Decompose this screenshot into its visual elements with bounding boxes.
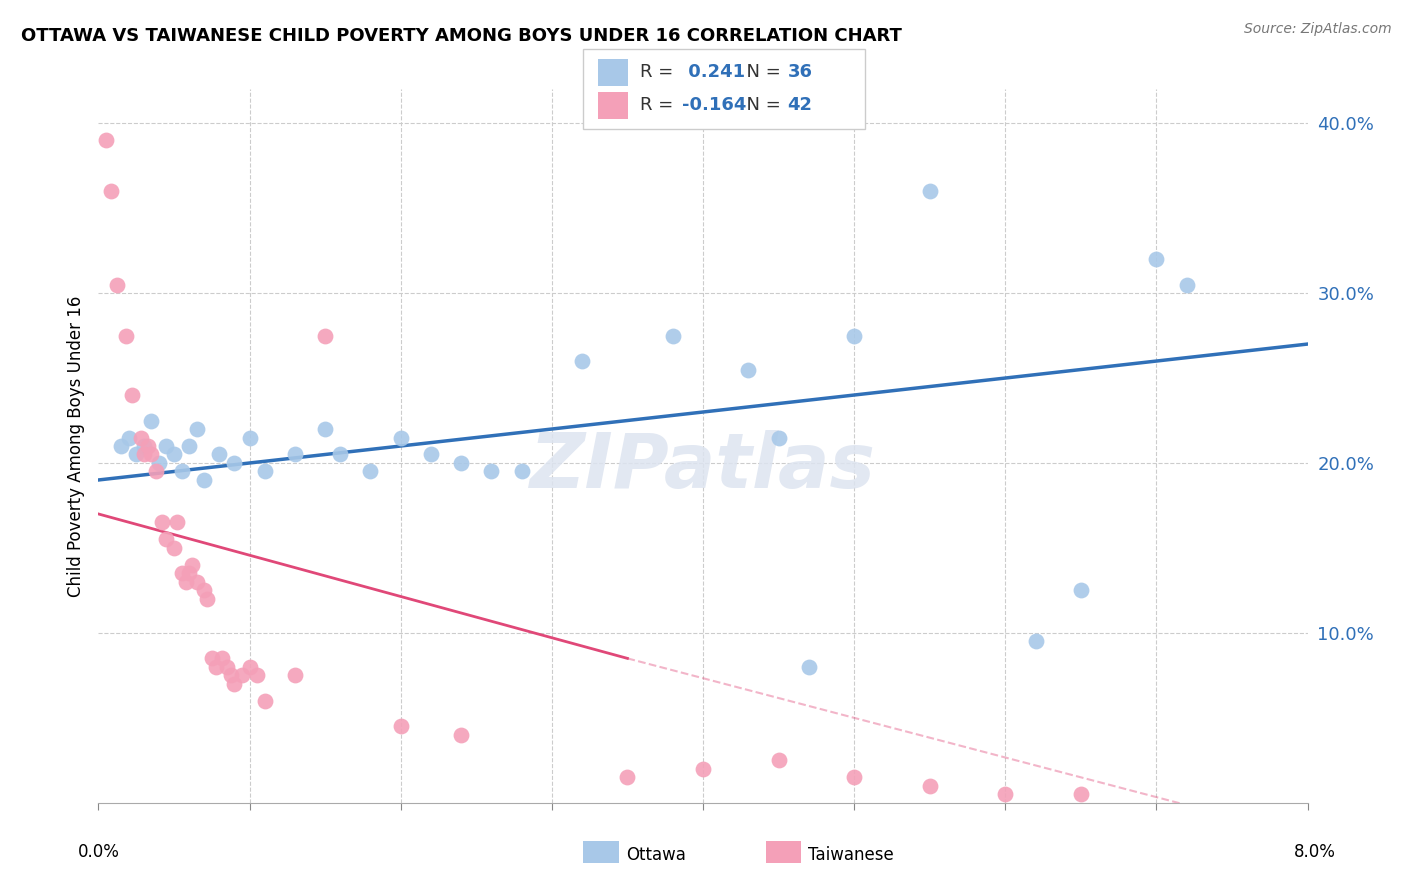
Point bbox=[110, 439, 132, 453]
Point bbox=[121, 388, 143, 402]
Point bbox=[314, 422, 336, 436]
Point bbox=[170, 566, 193, 581]
Text: -0.164: -0.164 bbox=[682, 96, 747, 114]
Y-axis label: Child Poverty Among Boys Under 16: Child Poverty Among Boys Under 16 bbox=[66, 295, 84, 597]
Point bbox=[118, 430, 141, 444]
Point bbox=[100, 184, 122, 198]
Text: OTTAWA VS TAIWANESE CHILD POVERTY AMONG BOYS UNDER 16 CORRELATION CHART: OTTAWA VS TAIWANESE CHILD POVERTY AMONG … bbox=[21, 27, 903, 45]
Point bbox=[481, 465, 503, 479]
Point bbox=[105, 277, 128, 292]
Point bbox=[231, 668, 253, 682]
Point bbox=[571, 354, 593, 368]
Point bbox=[179, 566, 201, 581]
Point bbox=[163, 541, 186, 555]
Point bbox=[1146, 252, 1168, 266]
Point bbox=[170, 465, 193, 479]
Point bbox=[389, 430, 412, 444]
Point bbox=[918, 184, 941, 198]
Point bbox=[360, 465, 382, 479]
Text: Source: ZipAtlas.com: Source: ZipAtlas.com bbox=[1244, 22, 1392, 37]
Point bbox=[510, 465, 533, 479]
Text: R =: R = bbox=[640, 63, 679, 81]
Text: ZIPatlas: ZIPatlas bbox=[530, 431, 876, 504]
Point bbox=[132, 439, 155, 453]
Point bbox=[692, 762, 714, 776]
Point bbox=[1175, 277, 1198, 292]
Text: N =: N = bbox=[735, 63, 787, 81]
Point bbox=[141, 413, 163, 427]
Point bbox=[129, 430, 152, 444]
Text: N =: N = bbox=[735, 96, 787, 114]
Point bbox=[174, 574, 197, 589]
Point bbox=[186, 422, 208, 436]
Point bbox=[246, 668, 269, 682]
Point bbox=[211, 651, 233, 665]
Point bbox=[797, 660, 820, 674]
Point bbox=[1024, 634, 1046, 648]
Point bbox=[145, 465, 167, 479]
Point bbox=[224, 677, 246, 691]
Point bbox=[132, 448, 155, 462]
Point bbox=[314, 328, 336, 343]
Point bbox=[163, 448, 186, 462]
Point bbox=[284, 448, 307, 462]
Text: R =: R = bbox=[640, 96, 679, 114]
Point bbox=[1070, 583, 1092, 598]
Point bbox=[94, 133, 117, 147]
Point bbox=[450, 728, 472, 742]
Text: 42: 42 bbox=[787, 96, 813, 114]
Text: Ottawa: Ottawa bbox=[626, 846, 686, 863]
Point bbox=[201, 651, 224, 665]
Point bbox=[239, 660, 262, 674]
Point bbox=[616, 770, 638, 784]
Text: 8.0%: 8.0% bbox=[1294, 843, 1336, 861]
Point bbox=[148, 456, 170, 470]
Point bbox=[150, 516, 173, 530]
Point bbox=[195, 591, 218, 606]
Point bbox=[136, 439, 159, 453]
Point bbox=[193, 473, 215, 487]
Point bbox=[125, 448, 148, 462]
Point bbox=[221, 668, 243, 682]
Point bbox=[205, 660, 228, 674]
Point bbox=[420, 448, 443, 462]
Point bbox=[768, 430, 790, 444]
Point bbox=[181, 558, 204, 572]
Point bbox=[155, 533, 177, 547]
Point bbox=[844, 770, 866, 784]
Point bbox=[186, 574, 208, 589]
Point bbox=[918, 779, 941, 793]
Point bbox=[193, 583, 215, 598]
Point bbox=[141, 448, 163, 462]
Point bbox=[737, 362, 759, 376]
Point bbox=[994, 787, 1017, 801]
Point bbox=[208, 448, 231, 462]
Point bbox=[114, 328, 136, 343]
Point bbox=[155, 439, 177, 453]
Point bbox=[224, 456, 246, 470]
Text: Taiwanese: Taiwanese bbox=[808, 846, 894, 863]
Point bbox=[253, 694, 276, 708]
Point bbox=[389, 719, 412, 733]
Text: 36: 36 bbox=[787, 63, 813, 81]
Point bbox=[1070, 787, 1092, 801]
Point bbox=[661, 328, 683, 343]
Point bbox=[768, 753, 790, 767]
Point bbox=[215, 660, 238, 674]
Point bbox=[329, 448, 352, 462]
Point bbox=[239, 430, 262, 444]
Text: 0.241: 0.241 bbox=[682, 63, 745, 81]
Point bbox=[253, 465, 276, 479]
Point bbox=[284, 668, 307, 682]
Point bbox=[166, 516, 188, 530]
Point bbox=[844, 328, 866, 343]
Point bbox=[179, 439, 201, 453]
Text: 0.0%: 0.0% bbox=[77, 843, 120, 861]
Point bbox=[450, 456, 472, 470]
